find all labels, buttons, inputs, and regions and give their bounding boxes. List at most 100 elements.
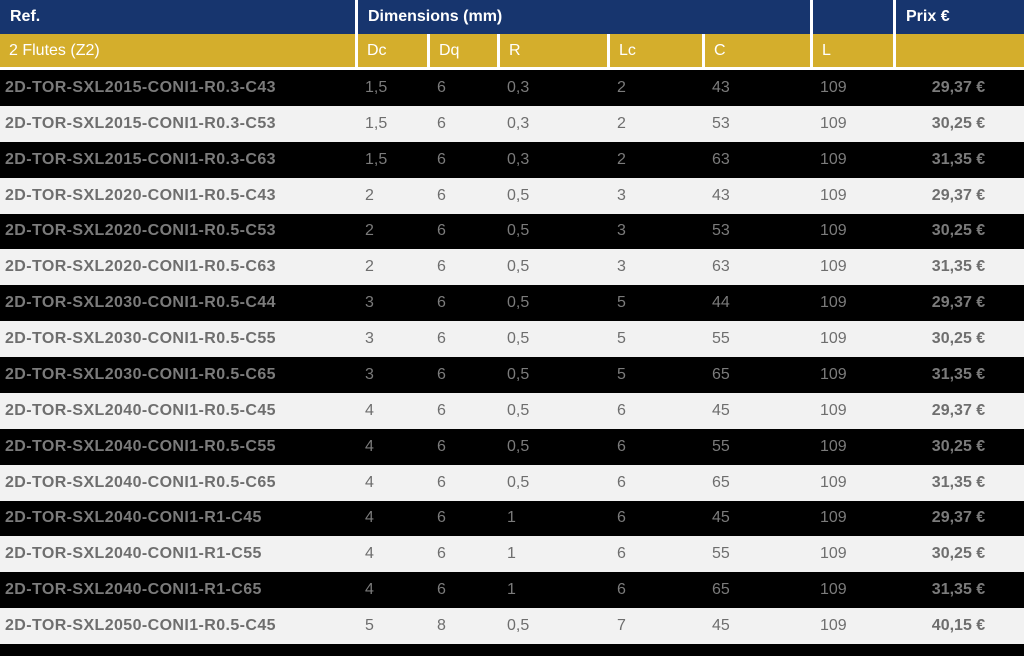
price-cell: 31,35 € <box>931 258 986 276</box>
c-cell: 43 <box>712 186 730 204</box>
c-cell: 55 <box>712 545 730 563</box>
c-cell: 53 <box>712 222 730 240</box>
header-spacer <box>810 0 893 34</box>
r-cell: 0,5 <box>507 617 530 635</box>
r-cell: 1 <box>507 509 516 527</box>
dc-cell: 2 <box>365 186 374 204</box>
lc-cell: 3 <box>617 222 626 240</box>
c-cell: 65 <box>712 365 730 383</box>
dimensions-column-header: Dimensions (mm) <box>355 0 810 34</box>
r-cell: 0,5 <box>507 330 530 348</box>
dq-cell: 6 <box>437 437 446 455</box>
flutes-group-label: 2 Flutes (Z2) <box>9 41 100 59</box>
col-header-lc: Lc <box>607 34 702 67</box>
ref-cell: 2D-TOR-SXL2040-CONI1-R1-C55 <box>5 545 262 563</box>
l-cell: 109 <box>820 437 847 455</box>
price-cell: 30,25 € <box>931 330 986 348</box>
l-cell: 109 <box>820 509 847 527</box>
table-row: 2D-TOR-SXL2015-CONI1-R0.3-C63 1,5 6 0,3 … <box>0 141 1024 178</box>
r-cell: 1 <box>507 545 516 563</box>
dc-cell: 4 <box>365 473 374 491</box>
ref-cell: 2D-TOR-SXL2020-CONI1-R0.5-C53 <box>5 222 276 240</box>
c-cell: 45 <box>712 401 730 419</box>
table-row: 2D-TOR-SXL2040-CONI1-R1-C45 4 6 1 6 45 1… <box>0 500 1024 537</box>
ref-cell: 2D-TOR-SXL2020-CONI1-R0.5-C43 <box>5 186 276 204</box>
table-row: 2D-TOR-SXL2040-CONI1-R1-C55 4 6 1 6 55 1… <box>0 536 1024 573</box>
ref-cell: 2D-TOR-SXL2030-CONI1-R0.5-C44 <box>5 294 276 312</box>
lc-cell: 6 <box>617 581 626 599</box>
l-cell: 109 <box>820 617 847 635</box>
lc-cell: 2 <box>617 114 626 132</box>
price-cell: 29,37 € <box>931 78 986 96</box>
c-cell: 44 <box>712 294 730 312</box>
price-cell: 40,15 € <box>931 617 986 635</box>
l-cell: 109 <box>820 114 847 132</box>
lc-cell: 2 <box>617 150 626 168</box>
table-row: 2D-TOR-SXL2030-CONI1-R0.5-C55 3 6 0,5 5 … <box>0 321 1024 357</box>
dq-cell: 6 <box>437 545 446 563</box>
table-subheader-row: 2 Flutes (Z2) Dc Dq R Lc C L <box>0 34 1024 70</box>
ref-cell: 2D-TOR-SXL2020-CONI1-R0.5-C63 <box>5 258 276 276</box>
l-cell: 109 <box>820 581 847 599</box>
ref-cell: 2D-TOR-SXL2015-CONI1-R0.3-C53 <box>5 114 276 132</box>
table-row: 2D-TOR-SXL2040-CONI1-R0.5-C55 4 6 0,5 6 … <box>0 428 1024 465</box>
lc-cell: 6 <box>617 473 626 491</box>
r-cell: 0,5 <box>507 473 530 491</box>
dq-cell: 6 <box>437 581 446 599</box>
table-row: 2D-TOR-SXL2030-CONI1-R0.5-C65 3 6 0,5 5 … <box>0 357 1024 393</box>
r-cell: 1 <box>507 581 516 599</box>
dq-cell: 6 <box>437 509 446 527</box>
c-cell: 63 <box>712 150 730 168</box>
dc-cell: 4 <box>365 545 374 563</box>
col-header-dq: Dq <box>427 34 497 67</box>
dq-cell: 6 <box>437 114 446 132</box>
l-cell: 109 <box>820 150 847 168</box>
dq-cell: 6 <box>437 330 446 348</box>
lc-cell: 5 <box>617 294 626 312</box>
table-row: 2D-TOR-SXL2030-CONI1-R0.5-C44 3 6 0,5 5 … <box>0 285 1024 322</box>
lc-cell: 6 <box>617 509 626 527</box>
ref-cell: 2D-TOR-SXL2040-CONI1-R0.5-C45 <box>5 401 276 419</box>
price-cell: 29,37 € <box>931 509 986 527</box>
table-row: 2D-TOR-SXL2015-CONI1-R0.3-C53 1,5 6 0,3 … <box>0 105 1024 142</box>
l-cell: 109 <box>820 186 847 204</box>
price-column-header: Prix € <box>893 0 1024 34</box>
r-cell: 0,5 <box>507 401 530 419</box>
dc-cell: 1,5 <box>365 78 388 96</box>
price-cell: 31,35 € <box>931 365 986 383</box>
dq-cell: 6 <box>437 294 446 312</box>
c-cell: 55 <box>712 437 730 455</box>
dq-cell: 6 <box>437 401 446 419</box>
lc-cell: 5 <box>617 365 626 383</box>
table-row: 2D-TOR-SXL2020-CONI1-R0.5-C63 2 6 0,5 3 … <box>0 249 1024 286</box>
l-cell: 109 <box>820 330 847 348</box>
ref-cell: 2D-TOR-SXL2030-CONI1-R0.5-C55 <box>5 330 276 348</box>
dc-cell: 4 <box>365 509 374 527</box>
table-row: 2D-TOR-SXL2015-CONI1-R0.3-C43 1,5 6 0,3 … <box>0 70 1024 106</box>
lc-cell: 5 <box>617 330 626 348</box>
r-cell: 0,3 <box>507 114 530 132</box>
lc-cell: 6 <box>617 401 626 419</box>
price-cell: 30,25 € <box>931 114 986 132</box>
lc-cell: 6 <box>617 545 626 563</box>
ref-column-header: Ref. <box>10 8 41 25</box>
dq-cell: 6 <box>437 78 446 96</box>
c-cell: 45 <box>712 509 730 527</box>
dc-cell: 5 <box>365 617 374 635</box>
table-row: 2D-TOR-SXL2020-CONI1-R0.5-C43 2 6 0,5 3 … <box>0 177 1024 214</box>
dq-cell: 6 <box>437 150 446 168</box>
ref-cell: 2D-TOR-SXL2040-CONI1-R1-C65 <box>5 581 262 599</box>
c-cell: 53 <box>712 114 730 132</box>
table-body: 2D-TOR-SXL2015-CONI1-R0.3-C43 1,5 6 0,3 … <box>0 70 1024 644</box>
ref-cell: 2D-TOR-SXL2040-CONI1-R1-C45 <box>5 509 262 527</box>
dc-cell: 3 <box>365 365 374 383</box>
r-cell: 0,5 <box>507 186 530 204</box>
ref-cell: 2D-TOR-SXL2015-CONI1-R0.3-C63 <box>5 150 276 168</box>
l-cell: 109 <box>820 473 847 491</box>
dq-cell: 6 <box>437 258 446 276</box>
l-cell: 109 <box>820 222 847 240</box>
dc-cell: 3 <box>365 330 374 348</box>
ref-cell: 2D-TOR-SXL2040-CONI1-R0.5-C55 <box>5 437 276 455</box>
c-cell: 55 <box>712 330 730 348</box>
dq-cell: 8 <box>437 617 446 635</box>
